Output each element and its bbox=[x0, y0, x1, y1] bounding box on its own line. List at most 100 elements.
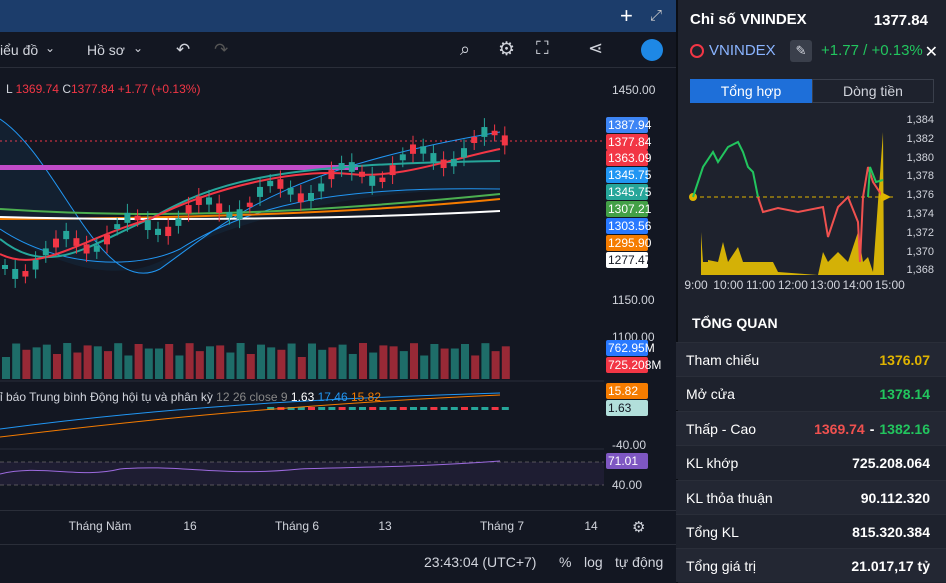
candle bbox=[165, 226, 172, 237]
legend-low: 1369.74 bbox=[15, 82, 59, 96]
volume-bar bbox=[257, 344, 265, 379]
settings-icon[interactable]: ⚙ bbox=[498, 39, 516, 60]
tab[interactable]: Dòng tiền bbox=[812, 79, 934, 103]
volume-bar bbox=[63, 343, 72, 379]
ohlc-legend: L 1369.74 C1377.84 +1.77 (+0.13%) bbox=[6, 82, 200, 96]
volume-bar bbox=[2, 357, 10, 379]
band-fill bbox=[0, 119, 500, 274]
row-values: 1378.14 bbox=[874, 377, 930, 411]
candle bbox=[420, 146, 427, 154]
volume-bar bbox=[73, 352, 82, 379]
price-badge: 1345.75 bbox=[606, 167, 652, 183]
candle bbox=[410, 144, 416, 154]
row-values: 725.208.064 bbox=[847, 446, 930, 480]
candle bbox=[338, 163, 345, 170]
legend-key: C bbox=[62, 82, 71, 96]
axis-label: -40.00 bbox=[612, 438, 647, 452]
section-title: TỔNG QUAN bbox=[692, 315, 778, 331]
volume-bar bbox=[430, 343, 439, 379]
candle bbox=[471, 136, 478, 143]
macd-line bbox=[0, 392, 501, 430]
volume-bar bbox=[359, 343, 367, 379]
macd-bar bbox=[430, 407, 438, 410]
logo[interactable] bbox=[641, 39, 663, 61]
macd-bar bbox=[297, 407, 305, 410]
undo[interactable]: ↶ bbox=[176, 40, 191, 59]
ma-white bbox=[0, 210, 501, 220]
macd-bar bbox=[287, 407, 295, 410]
macd-bar bbox=[471, 407, 479, 410]
volume-bar bbox=[42, 344, 51, 379]
zoom-icon[interactable]: ⌕ bbox=[460, 39, 471, 59]
row-values: 21.017,17 tỷ bbox=[846, 549, 930, 583]
volume-bar bbox=[379, 345, 388, 379]
candle bbox=[318, 183, 325, 192]
summary-row: Tổng giá trị 21.017,17 tỷ bbox=[676, 548, 946, 583]
volume-bar bbox=[104, 351, 112, 379]
volume-bar bbox=[328, 347, 337, 379]
candle bbox=[93, 245, 100, 252]
price-down bbox=[757, 166, 884, 263]
chart-menu[interactable]: iểu đồ bbox=[0, 42, 39, 58]
candle bbox=[114, 224, 121, 230]
candle bbox=[399, 154, 406, 161]
percent-toggle[interactable]: % bbox=[559, 554, 572, 570]
candle bbox=[359, 171, 365, 177]
redo[interactable]: ↷ bbox=[214, 40, 229, 59]
mini-x-label: 12:00 bbox=[777, 278, 808, 292]
candle bbox=[124, 212, 131, 223]
rsi-line bbox=[0, 460, 501, 475]
row-label: Tổng giá trị bbox=[686, 558, 757, 575]
expand-icon[interactable]: ⤢ bbox=[650, 7, 663, 24]
candle bbox=[267, 180, 274, 187]
row-values: 90.112.320 bbox=[856, 481, 930, 515]
mini-x-label: 13:00 bbox=[810, 278, 841, 292]
volume-bar bbox=[216, 345, 225, 379]
volume-bar bbox=[53, 353, 61, 379]
candle bbox=[53, 238, 59, 248]
volume-bar bbox=[450, 348, 459, 379]
volume-area bbox=[701, 132, 884, 275]
candle bbox=[155, 228, 161, 235]
edit-button[interactable]: ✎ bbox=[790, 40, 812, 62]
candle bbox=[257, 186, 263, 197]
legend-change: +1.77 (+0.13%) bbox=[117, 82, 201, 96]
log-toggle[interactable]: log bbox=[584, 554, 603, 570]
macd-name: ỉ báo Trung bình Động hội tụ và phân kỳ bbox=[0, 390, 213, 404]
row-value: 1382.16 bbox=[879, 420, 930, 437]
close-icon[interactable]: ✕ bbox=[924, 44, 938, 61]
add-icon[interactable]: + bbox=[620, 3, 633, 28]
candle bbox=[440, 159, 447, 169]
row-value: 21.017,17 tỷ bbox=[851, 558, 930, 575]
share-icon[interactable]: ⋖ bbox=[588, 38, 604, 58]
price-up bbox=[692, 140, 759, 198]
mini-y-label: 1,372 bbox=[906, 226, 934, 239]
volume-bar bbox=[144, 348, 153, 379]
candle bbox=[73, 238, 80, 246]
macd-bar bbox=[491, 407, 499, 410]
tab-active[interactable]: Tổng hợp bbox=[690, 79, 812, 103]
row-value: 1369.74 bbox=[814, 420, 865, 437]
auto-toggle[interactable]: tự động bbox=[615, 554, 664, 570]
candle bbox=[185, 205, 192, 214]
fullscreen-icon[interactable]: ⛶ bbox=[536, 38, 549, 58]
mini-x-label: 14:00 bbox=[842, 278, 873, 292]
mini-x-label: 10:00 bbox=[713, 278, 744, 292]
symbol[interactable]: VNINDEX bbox=[709, 42, 776, 59]
macd-legend: ỉ báo Trung bình Động hội tụ và phân kỳ … bbox=[0, 390, 381, 404]
row-label: KL thỏa thuận bbox=[686, 489, 773, 506]
macd-bar bbox=[318, 407, 326, 410]
macd-bar bbox=[420, 407, 428, 410]
divider bbox=[0, 544, 676, 545]
macd-value: 1.63 bbox=[290, 390, 315, 404]
time-label: Tháng 7 bbox=[479, 519, 525, 533]
volume-bar bbox=[267, 347, 276, 379]
axis-label: 40.00 bbox=[612, 478, 643, 492]
axis-settings[interactable]: ⚙ bbox=[632, 519, 646, 536]
row-values: 1376.07 bbox=[874, 343, 930, 377]
volume-bar bbox=[481, 343, 490, 379]
candle bbox=[461, 148, 467, 158]
volume-bar bbox=[155, 348, 163, 379]
profile-menu[interactable]: Hồ sơ bbox=[87, 42, 125, 58]
